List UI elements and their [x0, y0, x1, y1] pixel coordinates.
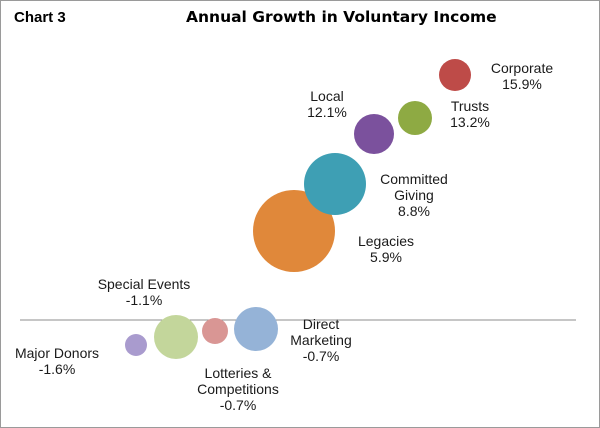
category-label-local: Local — [310, 88, 343, 104]
value-label-trusts: 13.2% — [450, 114, 490, 130]
bubble-committed-giving — [304, 153, 366, 215]
category-label-direct-marketing: Marketing — [290, 332, 351, 348]
value-label-direct-marketing: -0.7% — [303, 348, 340, 364]
category-label-direct-marketing: Direct — [303, 316, 340, 332]
bubble-corporate — [439, 59, 471, 91]
category-label-major-donors: Major Donors — [15, 345, 99, 361]
category-label-legacies: Legacies — [358, 233, 414, 249]
bubble-legacies — [253, 190, 335, 272]
category-label-committed-giving: Giving — [394, 187, 434, 203]
bubble-direct-marketing — [234, 307, 278, 351]
category-label-corporate: Corporate — [491, 60, 553, 76]
bubble-local — [354, 114, 394, 154]
category-label-committed-giving: Committed — [380, 171, 448, 187]
bubble-lotteries-competitions — [202, 318, 228, 344]
bubble-special-events — [154, 315, 198, 359]
category-label-trusts: Trusts — [451, 98, 489, 114]
value-label-local: 12.1% — [307, 104, 347, 120]
bubble-major-donors — [125, 334, 147, 356]
category-label-special-events: Special Events — [98, 276, 191, 292]
category-label-lotteries-competitions: Competitions — [197, 381, 279, 397]
value-label-corporate: 15.9% — [502, 76, 542, 92]
chart-title: Annual Growth in Voluntary Income — [186, 8, 497, 26]
category-label-lotteries-competitions: Lotteries & — [205, 365, 273, 381]
value-label-lotteries-competitions: -0.7% — [220, 397, 257, 413]
value-label-special-events: -1.1% — [126, 292, 163, 308]
value-label-legacies: 5.9% — [370, 249, 402, 265]
bubble-trusts — [398, 101, 432, 135]
chart-number-label: Chart 3 — [14, 9, 66, 26]
value-label-committed-giving: 8.8% — [398, 203, 430, 219]
value-label-major-donors: -1.6% — [39, 361, 76, 377]
